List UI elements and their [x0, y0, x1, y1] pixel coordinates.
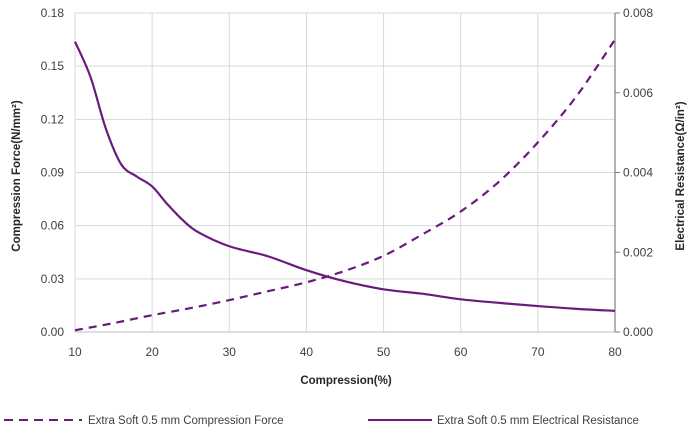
y-left-tick-label: 0.15	[41, 59, 65, 73]
y-left-tick-label: 0.00	[41, 325, 65, 339]
y-left-tick-label: 0.18	[41, 6, 65, 20]
y-right-tick-label: 0.000	[623, 325, 653, 339]
x-tick-label: 50	[377, 345, 391, 359]
legend-label-resistance: Extra Soft 0.5 mm Electrical Resistance	[437, 415, 639, 427]
y-right-tick-label: 0.004	[623, 166, 653, 180]
series-layer	[73, 38, 616, 332]
x-tick-label: 10	[68, 345, 82, 359]
x-tick-label: 80	[608, 345, 622, 359]
x-tick-label: 60	[454, 345, 468, 359]
tick-labels: 10 20 30 40 50 60 70 80 0.00 0.03 0.06 0.09 0.12 0.15…	[41, 6, 654, 359]
x-axis-title: Compression(%)	[300, 375, 392, 387]
series-line-electrical-resistance	[73, 41, 616, 312]
y-left-tick-label: 0.03	[41, 272, 65, 286]
legend-label-force: Extra Soft 0.5 mm Compression Force	[88, 415, 284, 427]
y-left-tick-label: 0.12	[41, 112, 65, 126]
y-right-tick-label: 0.002	[623, 245, 653, 259]
grid	[74, 12, 620, 333]
x-tick-label: 40	[300, 345, 314, 359]
y-axis-left-title: Compression Force(N/mm²)	[11, 100, 23, 252]
x-tick-label: 30	[223, 345, 237, 359]
x-tick-label: 20	[145, 345, 159, 359]
x-tick-label: 70	[531, 345, 545, 359]
series-line-compression-force	[74, 38, 616, 332]
y-right-tick-label: 0.006	[623, 86, 653, 100]
y-axis-right-title: Electrical Resistance(Ω/in²)	[675, 101, 687, 250]
legend: Extra Soft 0.5 mm Compression Force Extr…	[4, 415, 639, 427]
y-right-tick-label: 0.008	[623, 6, 653, 20]
y-left-tick-label: 0.06	[41, 219, 65, 233]
y-left-tick-label: 0.09	[41, 166, 65, 180]
